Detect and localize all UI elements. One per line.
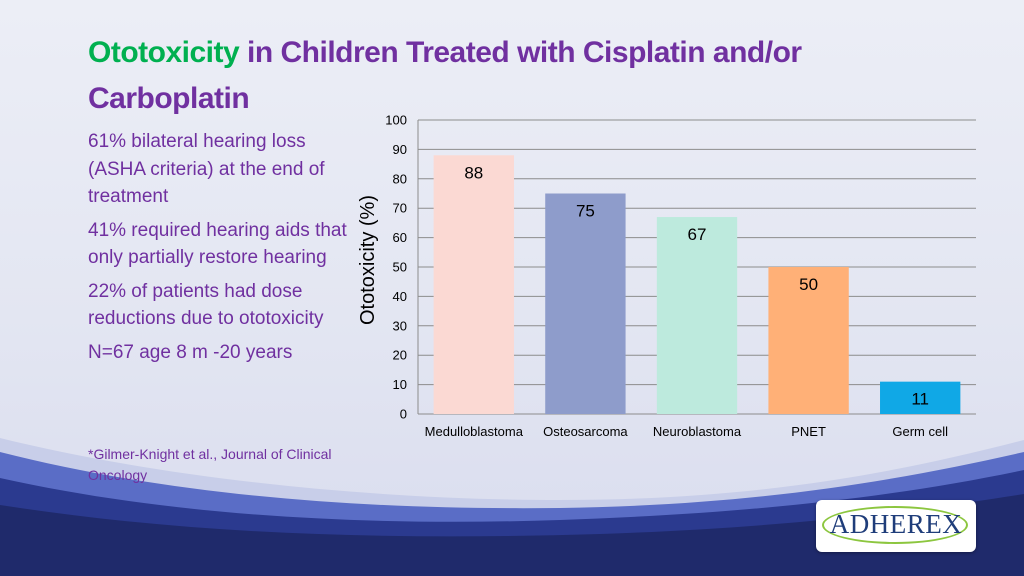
- y-tick-label: 60: [393, 230, 407, 245]
- data-label: 50: [799, 275, 818, 294]
- y-tick-label: 30: [393, 318, 407, 333]
- data-label: 88: [464, 163, 483, 182]
- y-tick-label: 80: [393, 171, 407, 186]
- bar: [545, 193, 626, 414]
- y-tick-label: 50: [393, 260, 407, 275]
- y-tick-label: 10: [393, 377, 407, 392]
- x-tick-label: Neuroblastoma: [653, 424, 742, 439]
- x-tick-label: PNET: [791, 424, 826, 439]
- data-label: 75: [576, 202, 595, 221]
- y-tick-label: 90: [393, 142, 407, 157]
- title-highlight: Ototoxicity: [88, 36, 240, 69]
- logo-text: ADHEREX: [829, 509, 963, 539]
- y-tick-label: 0: [400, 407, 407, 422]
- bullet-list: 61% bilateral hearing loss (ASHA criteri…: [88, 128, 350, 372]
- adherex-logo: ADHEREX: [816, 500, 976, 552]
- slide-title: Ototoxicity in Children Treated with Cis…: [88, 30, 908, 122]
- citation: *Gilmer-Knight et al., Journal of Clinic…: [88, 446, 332, 483]
- title-rest: in Children Treated with Cisplatin and/o…: [88, 36, 802, 115]
- bar: [880, 381, 961, 414]
- bullet-item: 61% bilateral hearing loss (ASHA criteri…: [88, 131, 325, 207]
- bar: [433, 155, 514, 414]
- data-label: 67: [688, 225, 707, 244]
- y-tick-label: 40: [393, 289, 407, 304]
- bullet-item: 22% of patients had dose reductions due …: [88, 280, 324, 330]
- y-tick-label: 20: [393, 348, 407, 363]
- y-tick-label: 70: [393, 201, 407, 216]
- bullet-item: N=67 age 8 m -20 years: [88, 341, 293, 363]
- bar: [768, 267, 849, 414]
- y-axis-title: Ototoxicity (%): [357, 195, 379, 325]
- x-tick-label: Medulloblastoma: [425, 424, 524, 439]
- bullet-item: 41% required hearing aids that only part…: [88, 219, 347, 269]
- x-tick-label: Germ cell: [892, 424, 948, 439]
- bar: [656, 217, 738, 414]
- x-tick-label: Osteosarcoma: [543, 424, 628, 439]
- data-label: 11: [911, 390, 929, 409]
- logo-ring: [822, 506, 968, 544]
- y-tick-label: 100: [385, 113, 407, 128]
